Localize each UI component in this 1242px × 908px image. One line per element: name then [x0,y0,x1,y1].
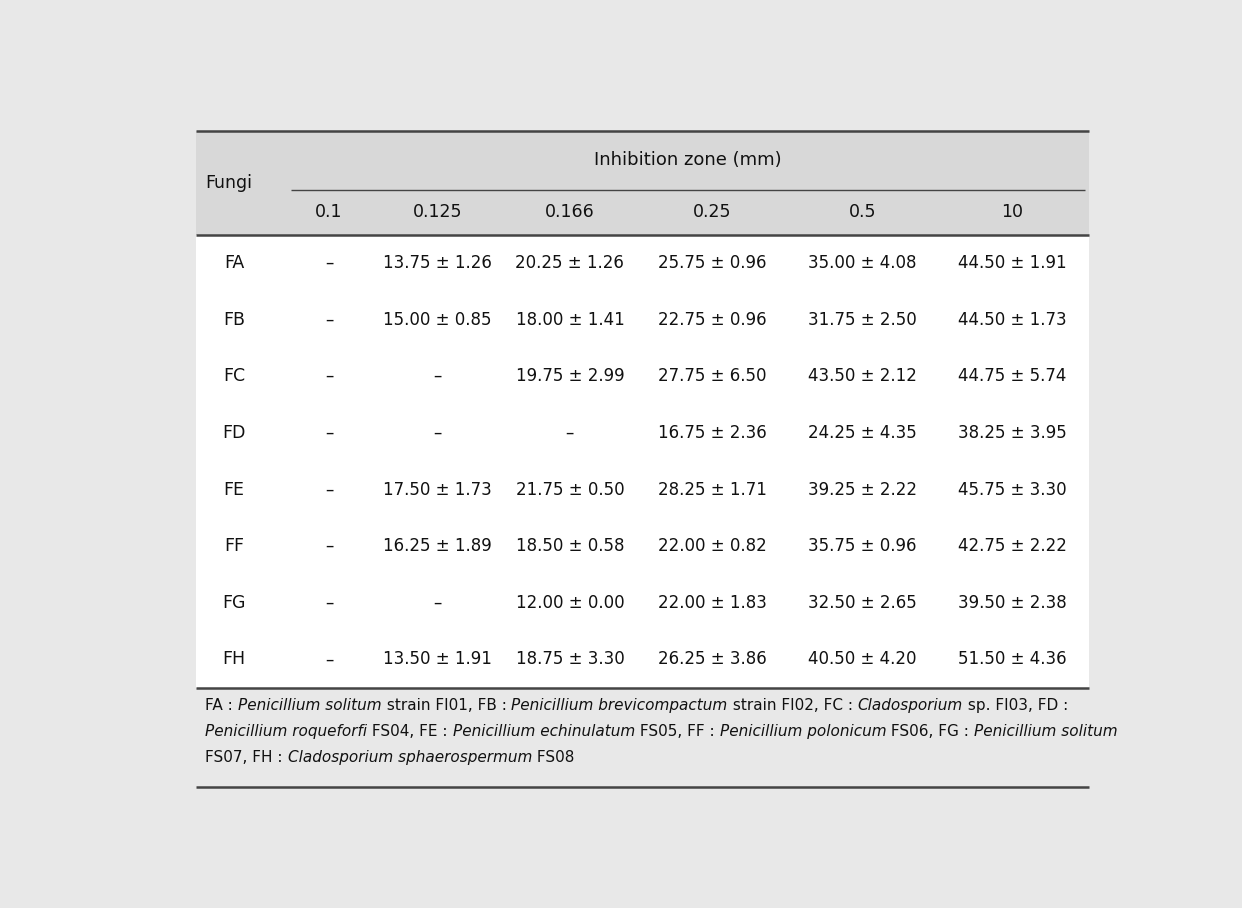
Text: FE: FE [224,480,245,498]
Text: FH: FH [222,650,246,668]
Text: FG: FG [222,594,246,612]
Text: 40.50 ± 4.20: 40.50 ± 4.20 [809,650,917,668]
Text: 17.50 ± 1.73: 17.50 ± 1.73 [384,480,492,498]
Text: 0.1: 0.1 [315,203,343,221]
Text: –: – [325,311,333,329]
Text: Penicillium echinulatum: Penicillium echinulatum [453,724,635,739]
Text: Cladosporium: Cladosporium [857,697,963,713]
Text: 27.75 ± 6.50: 27.75 ± 6.50 [658,367,766,385]
Text: –: – [325,480,333,498]
Text: –: – [433,424,442,442]
Text: –: – [325,254,333,271]
Text: 0.125: 0.125 [412,203,462,221]
Text: Penicillium polonicum: Penicillium polonicum [719,724,887,739]
Text: –: – [325,650,333,668]
Text: Fungi: Fungi [205,174,252,192]
Text: Penicillium roqueforfi: Penicillium roqueforfi [205,724,368,739]
Text: 21.75 ± 0.50: 21.75 ± 0.50 [515,480,625,498]
Text: 18.75 ± 3.30: 18.75 ± 3.30 [515,650,625,668]
Bar [196,190,1089,234]
Text: –: – [433,367,442,385]
Text: 35.75 ± 0.96: 35.75 ± 0.96 [809,538,917,555]
Text: 0.166: 0.166 [545,203,595,221]
Text: 35.00 ± 4.08: 35.00 ± 4.08 [809,254,917,271]
Text: FB: FB [222,311,245,329]
Text: 12.00 ± 0.00: 12.00 ± 0.00 [515,594,625,612]
Text: 10: 10 [1001,203,1023,221]
Text: 44.50 ± 1.73: 44.50 ± 1.73 [958,311,1067,329]
Text: 13.50 ± 1.91: 13.50 ± 1.91 [384,650,492,668]
Text: –: – [325,594,333,612]
Text: 22.00 ± 0.82: 22.00 ± 0.82 [658,538,768,555]
Text: 44.50 ± 1.91: 44.50 ± 1.91 [958,254,1067,271]
Bar [196,234,1089,687]
Text: 43.50 ± 2.12: 43.50 ± 2.12 [809,367,917,385]
Text: 26.25 ± 3.86: 26.25 ± 3.86 [658,650,768,668]
Text: 22.75 ± 0.96: 22.75 ± 0.96 [658,311,766,329]
Bar [196,132,1089,190]
Text: 32.50 ± 2.65: 32.50 ± 2.65 [809,594,917,612]
Text: Penicillium solitum: Penicillium solitum [238,697,381,713]
Text: –: – [433,594,442,612]
Text: 44.75 ± 5.74: 44.75 ± 5.74 [959,367,1067,385]
Text: FS04, FE :: FS04, FE : [368,724,453,739]
Text: 42.75 ± 2.22: 42.75 ± 2.22 [958,538,1067,555]
Text: Penicillium solitum: Penicillium solitum [974,724,1118,739]
Text: 25.75 ± 0.96: 25.75 ± 0.96 [658,254,766,271]
Text: 45.75 ± 3.30: 45.75 ± 3.30 [958,480,1067,498]
Text: 38.25 ± 3.95: 38.25 ± 3.95 [958,424,1067,442]
Text: Penicillium brevicompactum: Penicillium brevicompactum [512,697,728,713]
Text: FS06, FG :: FS06, FG : [887,724,974,739]
Text: 39.50 ± 2.38: 39.50 ± 2.38 [958,594,1067,612]
Text: 13.75 ± 1.26: 13.75 ± 1.26 [384,254,492,271]
Text: 0.25: 0.25 [693,203,732,221]
Text: 16.75 ± 2.36: 16.75 ± 2.36 [658,424,768,442]
Text: –: – [325,424,333,442]
Text: FA :: FA : [205,697,238,713]
Text: 31.75 ± 2.50: 31.75 ± 2.50 [809,311,917,329]
Text: Cladosporium sphaerospermum: Cladosporium sphaerospermum [288,750,532,765]
Text: Inhibition zone (mm): Inhibition zone (mm) [594,152,781,170]
Text: 15.00 ± 0.85: 15.00 ± 0.85 [384,311,492,329]
Text: FC: FC [222,367,245,385]
Text: 18.50 ± 0.58: 18.50 ± 0.58 [515,538,625,555]
Text: 51.50 ± 4.36: 51.50 ± 4.36 [958,650,1067,668]
Text: FD: FD [222,424,246,442]
Text: strain FI01, FB :: strain FI01, FB : [381,697,512,713]
Text: 0.5: 0.5 [848,203,877,221]
Text: 19.75 ± 2.99: 19.75 ± 2.99 [515,367,625,385]
Text: –: – [566,424,574,442]
Text: 18.00 ± 1.41: 18.00 ± 1.41 [515,311,625,329]
Text: sp. FI03, FD :: sp. FI03, FD : [963,697,1068,713]
Text: FS08: FS08 [532,750,575,765]
Text: 39.25 ± 2.22: 39.25 ± 2.22 [809,480,917,498]
Text: strain FI02, FC :: strain FI02, FC : [728,697,857,713]
Text: 22.00 ± 1.83: 22.00 ± 1.83 [658,594,768,612]
Text: –: – [325,538,333,555]
Text: 24.25 ± 4.35: 24.25 ± 4.35 [809,424,917,442]
Text: FA: FA [224,254,243,271]
Text: FF: FF [224,538,243,555]
Text: –: – [325,367,333,385]
Text: FS05, FF :: FS05, FF : [635,724,719,739]
Text: 16.25 ± 1.89: 16.25 ± 1.89 [384,538,492,555]
Bar [196,687,1089,787]
Text: 28.25 ± 1.71: 28.25 ± 1.71 [658,480,768,498]
Text: 20.25 ± 1.26: 20.25 ± 1.26 [515,254,625,271]
Text: FS07, FH :: FS07, FH : [205,750,288,765]
